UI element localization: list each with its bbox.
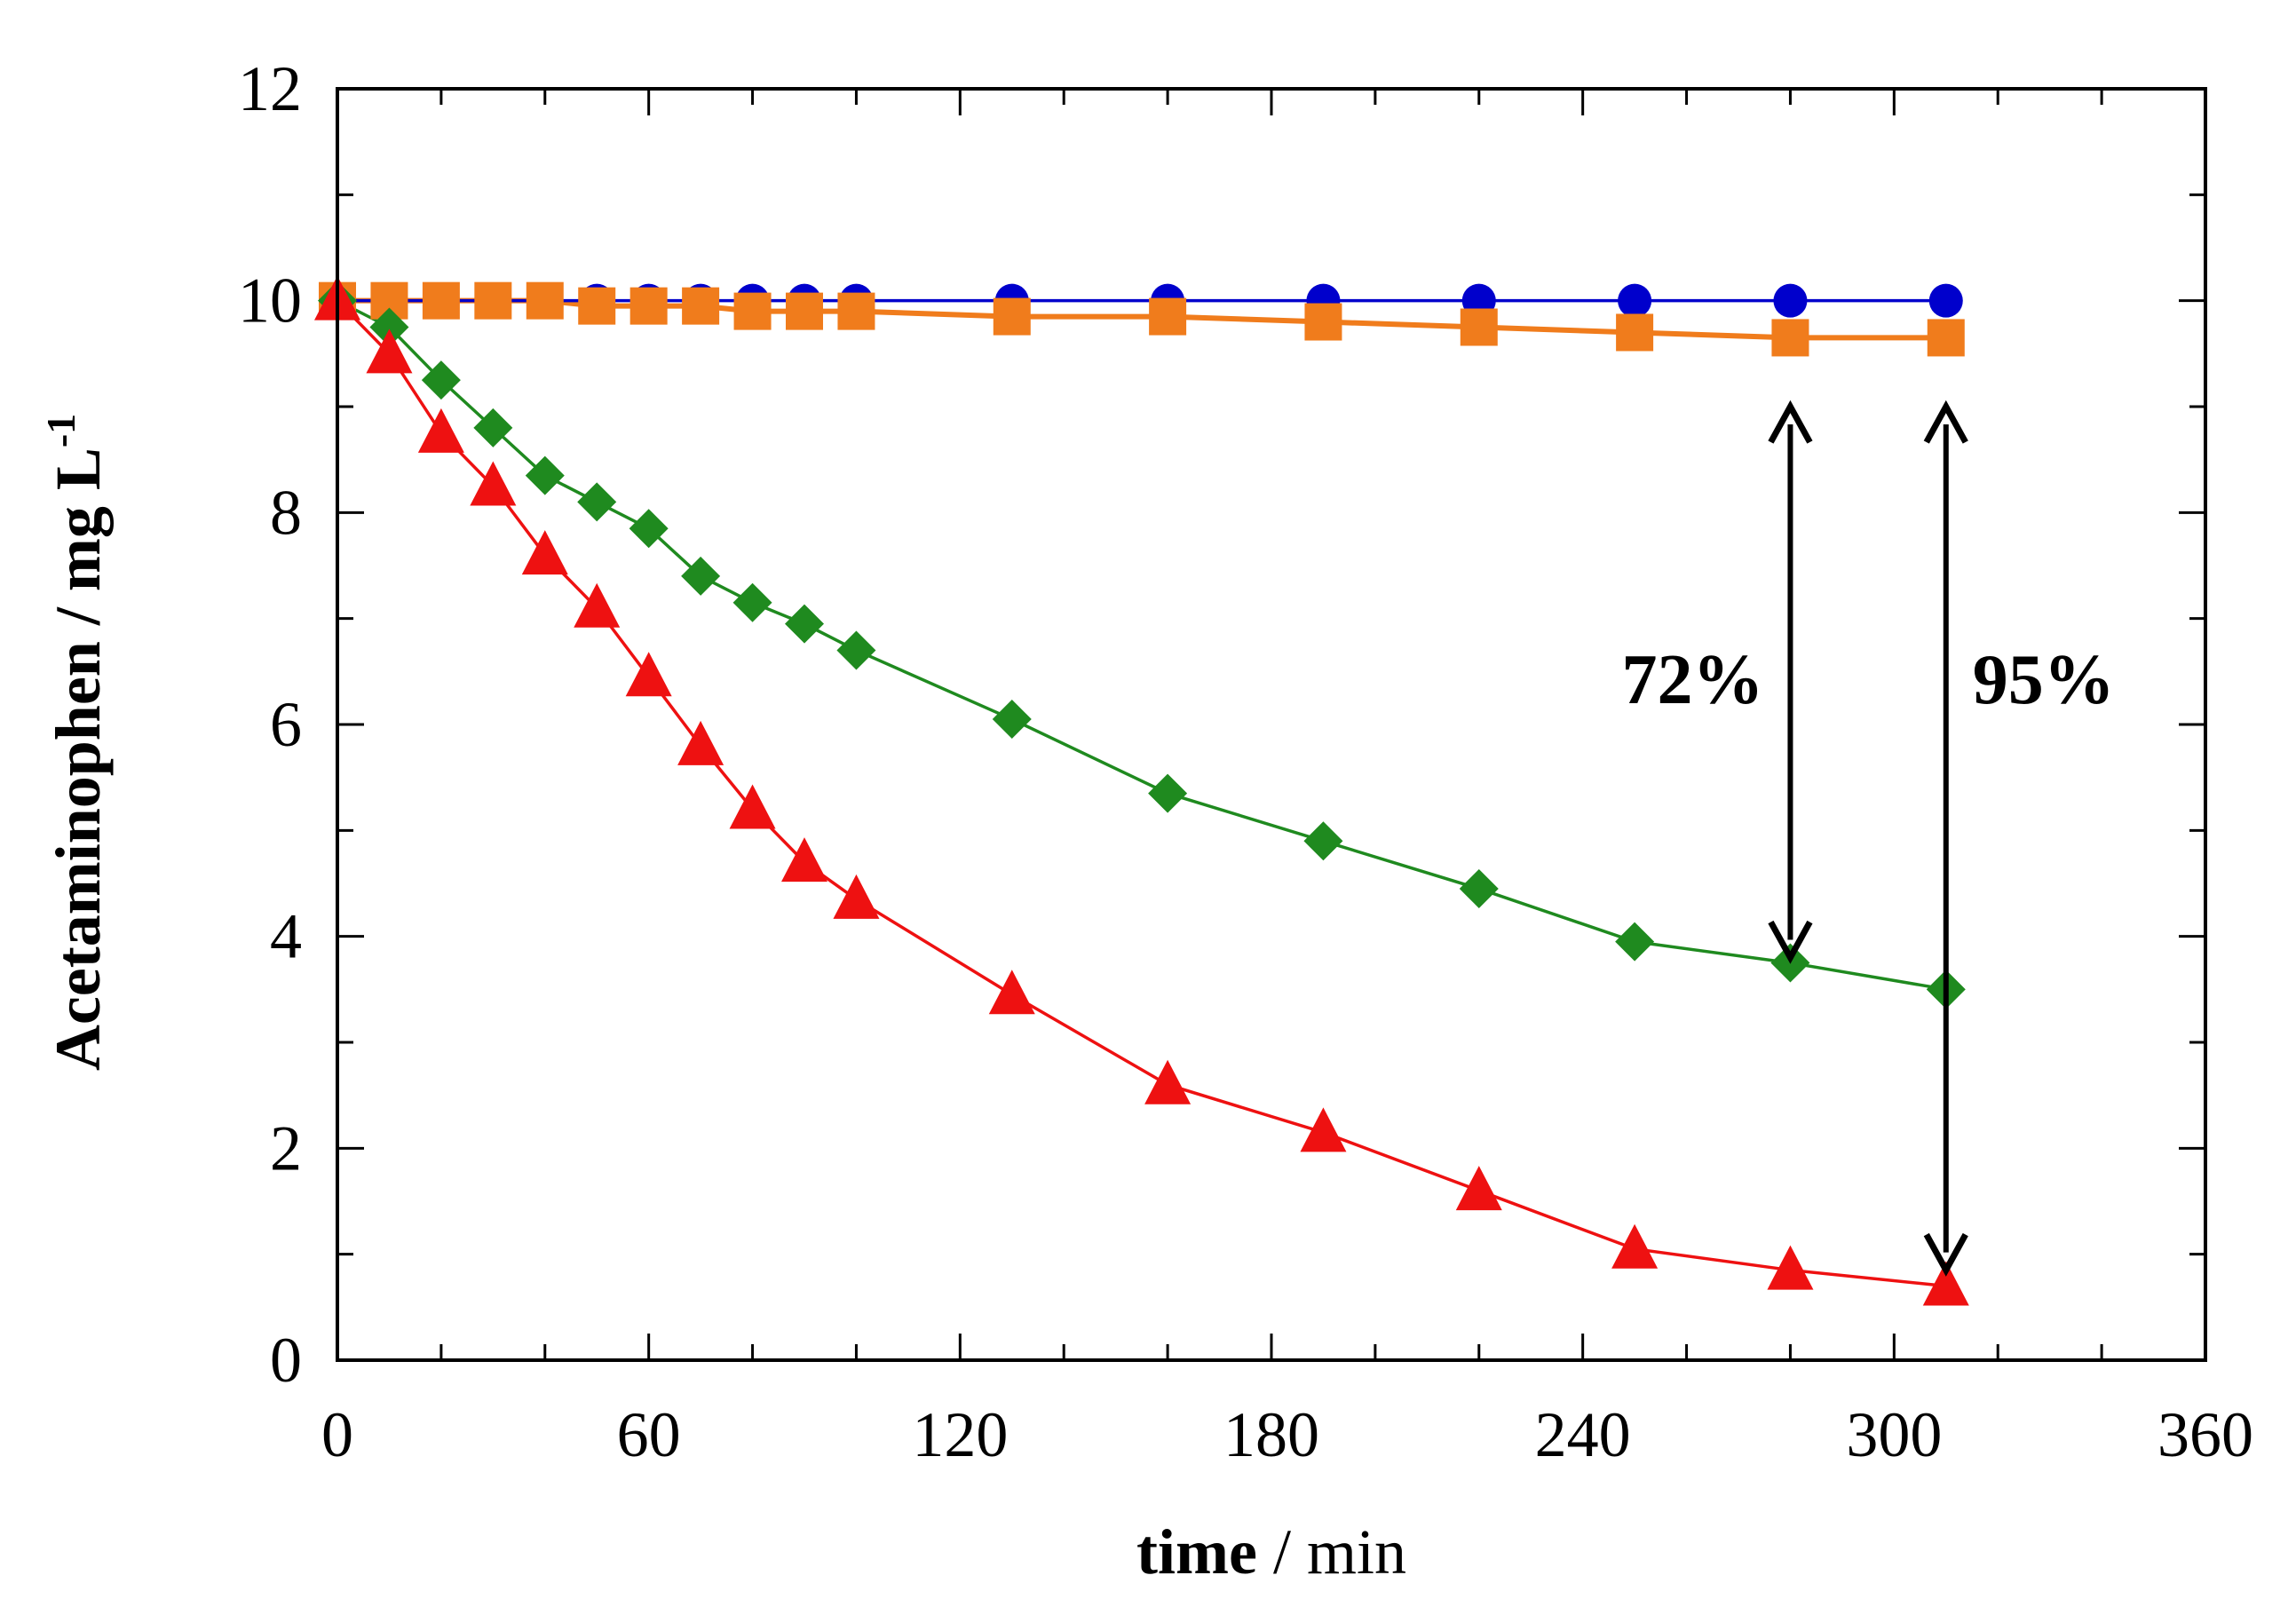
orange-squares-point [1149, 297, 1187, 336]
red-triangles-point [729, 784, 776, 829]
green-diamonds-point [1303, 821, 1343, 861]
series-lines [336, 297, 1947, 1288]
y-tick-label: 8 [270, 477, 302, 548]
y-tick-label: 10 [238, 265, 302, 336]
x-tick-labels: 0 60 120 180 240 300 360 [321, 1399, 2253, 1470]
green-diamonds-point [369, 307, 409, 347]
green-diamonds-point [473, 408, 513, 447]
red-triangles-point [521, 530, 568, 575]
annotation-arrow-head-up [1768, 400, 1813, 444]
orange-squares-point [1616, 313, 1654, 352]
orange-squares-point [733, 292, 772, 330]
green-diamonds-point [421, 360, 461, 400]
green-diamonds-point [1459, 868, 1499, 908]
y-tick-label: 4 [270, 901, 302, 972]
green-diamonds-point [577, 482, 617, 522]
x-tick-label: 0 [321, 1399, 353, 1470]
red-triangles-point [1455, 1166, 1502, 1211]
orange-squares-point [786, 292, 823, 330]
blue-circles-point [1618, 283, 1652, 318]
red-triangles-point [1300, 1107, 1347, 1152]
x-axis-title: time / min [1136, 1516, 1406, 1587]
x-tick-label: 120 [912, 1399, 1008, 1470]
red-triangles-point [417, 408, 464, 453]
annotation-arrow-head-up [1923, 400, 1968, 444]
orange-squares-point [993, 297, 1031, 336]
orange-squares-point [837, 292, 875, 330]
orange-squares-point [1771, 319, 1809, 357]
y-axis-title-sup: -1 [38, 414, 83, 447]
annotation-label: 72% [1621, 641, 1763, 719]
y-axis-title: Acetaminophen / mg L-1 [38, 414, 114, 1071]
green-diamonds-point [836, 630, 876, 670]
y-tick-labels: 0 2 4 6 8 10 12 [238, 53, 302, 1396]
red-triangles-point [677, 720, 724, 765]
red-triangles-point [625, 652, 672, 697]
orange-squares-point [629, 287, 668, 325]
x-tick-label: 180 [1223, 1399, 1319, 1470]
x-tick-label: 300 [1846, 1399, 1942, 1470]
red-triangles-line [336, 299, 1946, 1288]
orange-squares-point [682, 287, 720, 325]
y-tick-label: 0 [270, 1325, 302, 1396]
y-tick-label: 12 [238, 53, 302, 124]
annotation-arrow-head-down [1768, 920, 1813, 964]
orange-squares-point [422, 281, 460, 320]
green-diamonds-point [1615, 922, 1655, 962]
red-triangles-point [781, 837, 827, 883]
y-tick-label: 2 [270, 1112, 302, 1183]
green-diamonds-point [992, 700, 1032, 740]
blue-circles-point [1928, 283, 1963, 318]
annotations: 72% 95% [1621, 400, 2115, 1277]
green-diamonds-point [629, 509, 669, 549]
green-diamonds-point [732, 582, 772, 622]
annotation-label: 95% [1973, 641, 2115, 719]
x-tick-label: 240 [1535, 1399, 1631, 1470]
x-tick-label: 60 [617, 1399, 681, 1470]
orange-squares-point [474, 281, 512, 320]
red-triangles-point [470, 461, 517, 506]
blue-circles-point [1773, 283, 1808, 318]
red-triangles-point [833, 874, 880, 919]
green-diamonds-point [525, 455, 565, 495]
x-tick-label: 360 [2157, 1399, 2253, 1470]
red-triangles-point [366, 329, 413, 374]
red-triangles-point [988, 970, 1035, 1015]
red-triangles-point [574, 582, 621, 628]
red-triangles-point [1611, 1223, 1659, 1269]
orange-squares-point [1460, 308, 1498, 346]
orange-squares-point [1927, 319, 1965, 357]
x-axis-title-bold: time [1136, 1516, 1257, 1587]
annotation-arrow-head-down [1923, 1232, 1968, 1277]
series-markers [314, 275, 1969, 1306]
orange-squares-point [1304, 303, 1342, 341]
y-axis-title-main: Acetaminophen / mg L [43, 447, 114, 1071]
axis-ticks [336, 87, 2207, 1362]
x-axis-title-unit: / min [1257, 1516, 1406, 1587]
red-triangles-point [1922, 1261, 1969, 1306]
orange-squares-point [526, 281, 564, 320]
red-triangles-point [1144, 1059, 1192, 1104]
green-diamonds-point [785, 604, 824, 644]
red-triangles-point [1767, 1245, 1814, 1290]
green-diamonds-point [681, 556, 721, 596]
y-tick-label: 6 [270, 689, 302, 760]
plot-frame [336, 87, 2207, 1362]
orange-squares-point [578, 287, 616, 325]
green-diamonds-point [1148, 773, 1188, 813]
